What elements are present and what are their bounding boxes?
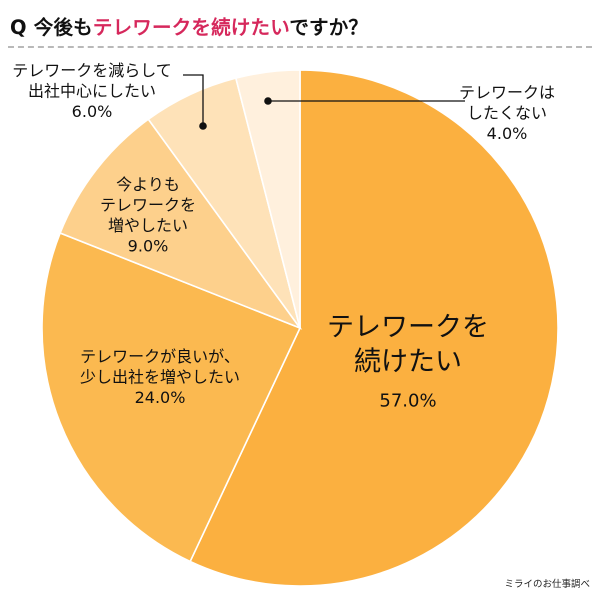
pie-slice-3 [59, 118, 303, 330]
title-prefix: 今後も [33, 16, 93, 39]
leader-dot-5 [264, 97, 272, 105]
title-divider [8, 46, 592, 48]
slice-label-4-line-2: 出社中心にしたい [28, 81, 156, 100]
pie-slice-5 [234, 69, 301, 329]
slice-label-3-line-1: 今よりも [116, 175, 180, 194]
slice-value-4: 6.0% [72, 102, 113, 121]
slice-value-5: 4.0% [487, 124, 528, 143]
slice-label-2-line-1: テレワークが良いが、 [80, 347, 240, 366]
slice-value-3: 9.0% [128, 236, 169, 255]
slice-label-1-line-1: テレワークを [327, 312, 489, 343]
slice-label-5-line-2: したくない [467, 103, 547, 122]
pie-slice-1 [189, 69, 559, 587]
slice-label-3-line-2: テレワークを [100, 195, 196, 214]
slice-value-2: 24.0% [135, 388, 186, 407]
title-highlight: テレワークを続けたい [92, 16, 290, 39]
slice-label-3-line-3: 増やしたい [108, 216, 188, 235]
slice-label-1-line-2: 続けたい [354, 347, 462, 378]
slice-label-2-line-2: 少し出社を増やしたい [80, 367, 240, 386]
slice-value-1: 57.0% [379, 390, 436, 411]
leader-dot-4 [199, 122, 207, 130]
chart-title: Q 今後もテレワークを続けたいですか？ [10, 11, 368, 40]
leader-line-4 [183, 74, 204, 126]
source-credit: ミライのお仕事調べ [504, 579, 590, 590]
pie-slice-2 [41, 231, 302, 563]
title-suffix: ですか？ [289, 16, 369, 39]
question-mark-label: Q [10, 16, 27, 39]
slice-label-5-line-1: テレワークは [459, 83, 555, 102]
slice-label-4-line-1: テレワークを減らして [12, 61, 172, 80]
